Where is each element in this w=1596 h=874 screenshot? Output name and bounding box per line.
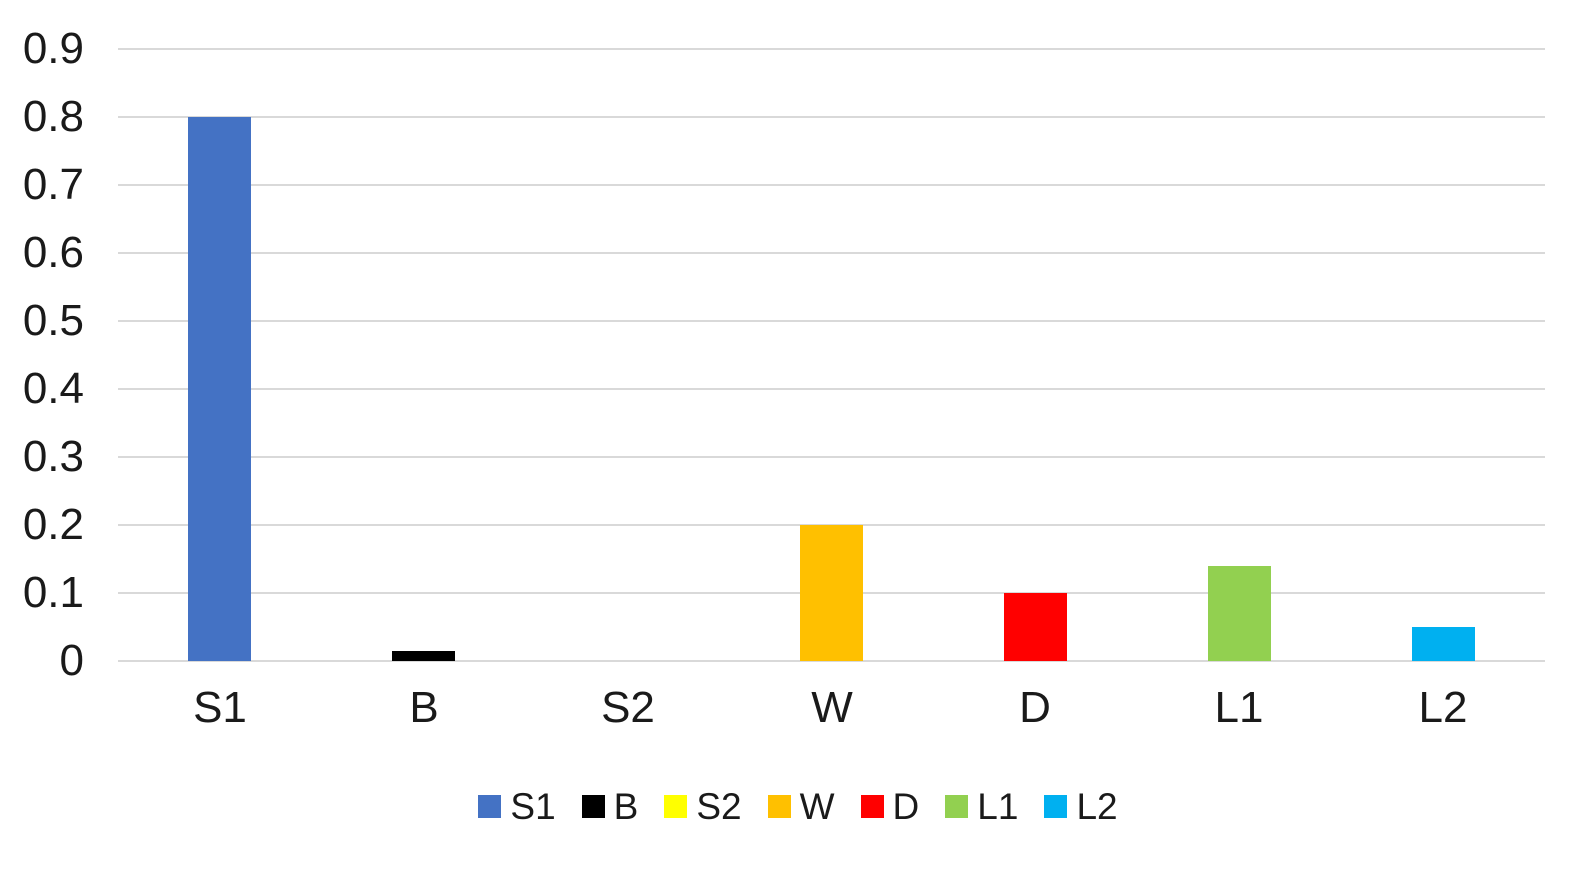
legend-label: L2 [1076, 785, 1118, 827]
y-tick-label: 0.8 [22, 92, 84, 141]
bar-D[interactable] [1004, 593, 1067, 661]
legend-swatch-B [581, 794, 605, 818]
y-tick-label: 0.7 [22, 160, 84, 209]
gridline-0.9 [118, 48, 1545, 50]
y-tick-label: 0.1 [22, 568, 84, 617]
legend-item-L2[interactable]: L2 [1044, 785, 1118, 827]
legend-label: B [613, 785, 639, 827]
bar-L2[interactable] [1412, 627, 1475, 661]
legend-label: S1 [510, 785, 556, 827]
gridline-0.5 [118, 320, 1545, 322]
y-tick-label: 0 [59, 636, 84, 685]
y-tick-label: 0.6 [22, 228, 84, 277]
legend-item-S2[interactable]: S2 [664, 785, 742, 827]
legend-swatch-W [767, 794, 791, 818]
legend: S1 B S2 W D L1 L2 [0, 782, 1596, 830]
category-label-L1: L1 [1214, 683, 1264, 732]
gridline-0.8 [118, 116, 1545, 118]
y-tick-label: 0.3 [22, 432, 84, 481]
legend-label: D [892, 785, 920, 827]
bar-L1[interactable] [1208, 566, 1271, 661]
category-label-D: D [1019, 683, 1051, 732]
bar-S1[interactable] [188, 117, 251, 661]
gridline-0.3 [118, 456, 1545, 458]
legend-item-L1[interactable]: L1 [945, 788, 1018, 825]
legend-item-S1[interactable]: S1 [478, 785, 556, 827]
legend-item-W[interactable]: W [767, 785, 835, 827]
legend-label: W [799, 785, 835, 827]
gridline-0 [118, 660, 1545, 662]
legend-swatch-L1 [945, 794, 969, 818]
legend-swatch-S1 [478, 794, 502, 818]
legend-swatch-S2 [664, 794, 688, 818]
legend-item-B[interactable]: B [581, 785, 639, 827]
y-tick-label: 0.4 [22, 364, 84, 413]
bar-W[interactable] [800, 525, 863, 661]
gridline-0.7 [118, 184, 1545, 186]
category-label-L2: L2 [1418, 683, 1468, 732]
legend-item-D[interactable]: D [860, 785, 920, 827]
bar-B[interactable] [392, 651, 455, 661]
category-label-S2: S2 [601, 683, 655, 732]
gridline-0.4 [118, 388, 1545, 390]
legend-swatch-D [860, 794, 884, 818]
legend-label: L1 [977, 785, 1019, 827]
category-label-B: B [409, 683, 439, 732]
category-label-S1: S1 [193, 683, 247, 732]
category-label-W: W [811, 683, 853, 732]
legend-label: S2 [696, 785, 742, 827]
legend-swatch-L2 [1044, 794, 1068, 818]
gridline-0.6 [118, 252, 1545, 254]
y-tick-label: 0.5 [22, 296, 84, 345]
y-tick-label: 0.2 [22, 500, 84, 549]
y-tick-label: 0.9 [22, 24, 84, 73]
